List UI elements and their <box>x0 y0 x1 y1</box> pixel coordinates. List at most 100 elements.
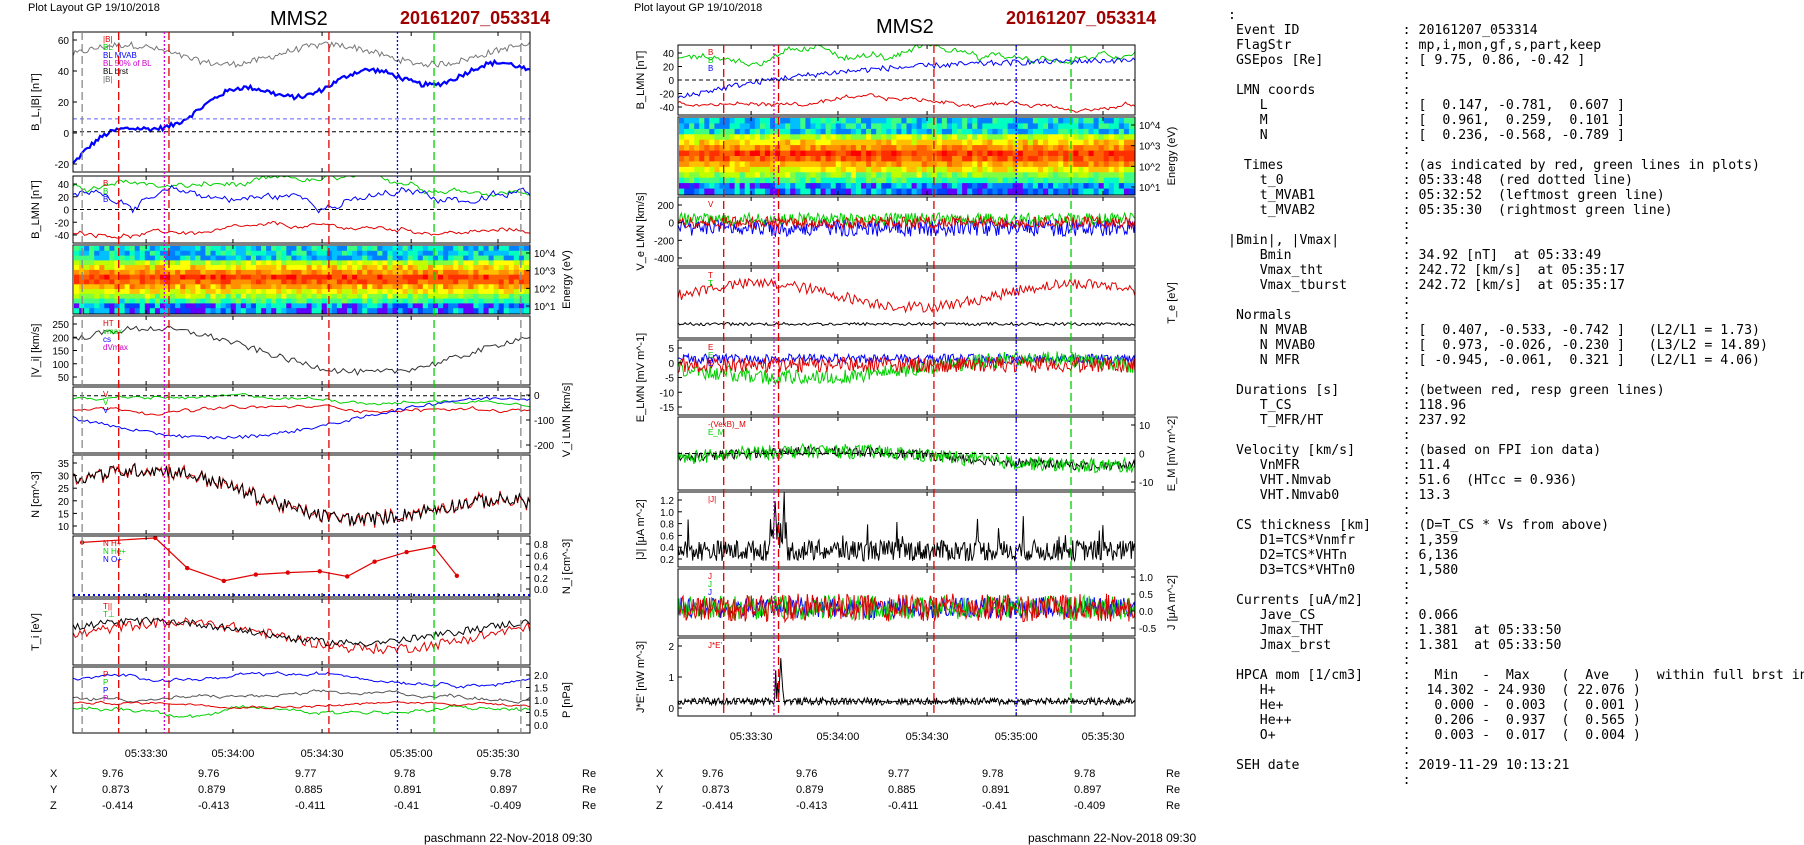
spectrogram-cell <box>200 279 207 285</box>
spectrogram-cell <box>770 145 776 152</box>
spectrogram-cell <box>220 289 227 295</box>
spectrogram-cell <box>336 303 343 309</box>
spectrogram-cell <box>357 246 363 252</box>
spectrogram-cell <box>412 260 419 266</box>
spectrogram-cell <box>810 156 817 162</box>
spectrogram-cell <box>159 289 166 295</box>
spectrogram-cell <box>926 183 933 190</box>
spectrogram-cell <box>134 293 141 300</box>
x-tick-label: 05:33:30 <box>125 748 168 760</box>
spectrogram-cell <box>256 303 262 309</box>
spectrogram-cell <box>1073 145 1079 152</box>
spectrogram-cell <box>1002 150 1009 157</box>
spectrogram-cell <box>876 150 882 157</box>
y-tick-label: 0.0 <box>534 585 548 596</box>
spectrogram-cell <box>992 150 999 157</box>
spectrogram-cell <box>906 156 913 162</box>
spectrogram-cell <box>719 134 726 141</box>
spectrogram-cell <box>94 274 100 281</box>
spectrogram-cell <box>281 308 287 314</box>
spectrogram-cell <box>397 255 404 261</box>
spectrogram-cell <box>734 123 741 130</box>
spectrogram-cell <box>1098 188 1105 195</box>
line-JE <box>677 658 1136 707</box>
spectrogram-cell <box>871 177 877 184</box>
spectrogram-cell <box>165 284 171 290</box>
y-axis-label: J [μA m^-2] <box>1166 575 1178 630</box>
spectrogram-cell <box>759 166 766 173</box>
spectrogram-cell <box>230 303 237 309</box>
spectrogram-cell <box>104 250 110 257</box>
spectrogram-cell <box>311 289 318 295</box>
info-line: t_MVAB1 : 05:32:52 (leftmost green line) <box>1228 188 1665 203</box>
spectrogram-cell <box>734 118 741 124</box>
spectrogram-cell <box>891 123 897 130</box>
spectrogram-cell <box>508 255 515 261</box>
spectrogram-cell <box>845 134 852 141</box>
spectrogram-cell <box>301 260 308 266</box>
y-tick-label: -200 <box>534 441 554 452</box>
spectrogram-cell <box>407 260 414 266</box>
spectrogram-cell <box>775 134 781 141</box>
spectrogram-cell <box>463 293 469 300</box>
spectrogram-cell <box>800 172 806 179</box>
spectrogram-cell <box>352 298 358 304</box>
spectrogram-cell <box>967 156 973 162</box>
spectrogram-cell <box>982 145 988 152</box>
spectrogram-cell <box>1123 145 1130 152</box>
spectrogram-cell <box>941 134 948 141</box>
spectrogram-cell <box>1053 166 1059 173</box>
spectrogram-cell <box>276 269 282 276</box>
spectrogram-cell <box>215 284 222 290</box>
spectrogram-cell <box>296 260 303 266</box>
spectrogram-cell <box>704 188 710 195</box>
spectrogram-cell <box>402 298 409 304</box>
spectrogram-cell <box>800 177 806 184</box>
spectrogram-cell <box>1078 150 1085 157</box>
y-axis-label: T_i [eV] <box>30 613 42 651</box>
info-line: Currents [uA/m2] : <box>1228 593 1411 608</box>
spectrogram-cell <box>175 279 181 285</box>
spectrogram-cell <box>154 260 161 266</box>
spectrogram-cell <box>1123 161 1130 168</box>
info-line: : <box>1228 743 1411 758</box>
spectrogram-cell <box>513 274 520 281</box>
spectrogram-cell <box>749 134 756 141</box>
spectrogram-cell <box>245 298 252 304</box>
x-tick-label: 05:35:30 <box>477 748 520 760</box>
spectrogram-cell <box>427 308 434 314</box>
spectrogram-cell <box>261 308 267 314</box>
spectrogram-cell <box>992 183 999 190</box>
spectrogram-cell <box>770 172 776 179</box>
spectrogram-cell <box>679 145 685 152</box>
spectrogram-cell <box>347 246 353 252</box>
spectrogram-cell <box>770 150 776 157</box>
spectrogram-cell <box>820 166 827 173</box>
spectrogram-cell <box>144 303 151 309</box>
spectrogram-cell <box>719 172 726 179</box>
spectrogram-cell <box>1118 161 1125 168</box>
spectrogram-cell <box>321 250 328 257</box>
y-tick-label: 10^4 <box>1139 121 1161 132</box>
y-tick-label: 0.4 <box>660 543 674 554</box>
spectrogram-cell <box>881 172 887 179</box>
spectrogram-cell <box>220 246 227 252</box>
panel-frame <box>72 244 531 315</box>
spectrogram-cell <box>422 255 429 261</box>
spectrogram-cell <box>119 293 126 300</box>
spectrogram-cell <box>200 308 207 314</box>
spectrogram-cell <box>785 183 791 190</box>
spectrogram-cell <box>523 279 530 285</box>
spectrogram-cell <box>109 250 116 257</box>
spectrogram-cell <box>84 265 90 271</box>
spectrogram-cell <box>159 250 166 257</box>
y-tick-label: 0.0 <box>534 721 548 732</box>
spectrogram-cell <box>704 128 710 135</box>
spectrogram-cell <box>503 293 510 300</box>
spectrogram-cell <box>952 156 958 162</box>
spectrogram-cell <box>119 308 126 314</box>
spectrogram-cell <box>901 177 908 184</box>
spectrogram-cell <box>815 145 822 152</box>
info-line: t_MVAB2 : 05:35:30 (rightmost green line… <box>1228 203 1673 218</box>
spectrogram-cell <box>159 274 166 281</box>
